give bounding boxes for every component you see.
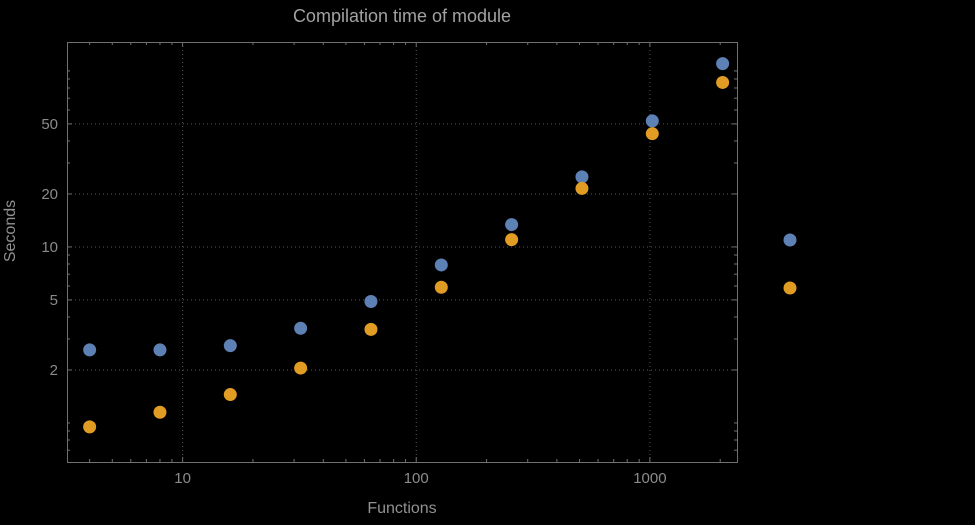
- data-point-series-2-orange: [294, 361, 308, 375]
- chart-title: Compilation time of module: [292, 6, 512, 26]
- data-point-series-2-orange: [153, 405, 167, 419]
- y-tick-label: 10: [41, 239, 58, 256]
- data-point-series-2-orange: [83, 420, 97, 434]
- data-point-series-2-orange: [645, 127, 659, 141]
- x-tick-label: 1000: [633, 470, 666, 487]
- legend-marker-1: [783, 233, 797, 247]
- data-point-series-1-blue: [83, 343, 97, 357]
- legend-marker-2: [783, 281, 797, 295]
- data-point-series-2-orange: [505, 233, 519, 247]
- data-point-series-1-blue: [716, 57, 730, 71]
- y-tick-label: 50: [41, 116, 58, 133]
- data-point-series-2-orange: [223, 388, 237, 402]
- data-point-series-1-blue: [294, 321, 308, 335]
- y-tick-label: 5: [50, 292, 58, 309]
- data-point-series-2-orange: [434, 280, 448, 294]
- data-point-series-1-blue: [505, 218, 519, 232]
- data-point-series-1-blue: [223, 339, 237, 353]
- data-point-series-2-orange: [575, 181, 589, 195]
- x-axis-label: Functions: [367, 500, 437, 517]
- data-point-series-2-orange: [364, 322, 378, 336]
- y-tick-label: 20: [41, 186, 58, 203]
- data-point-series-1-blue: [645, 114, 659, 128]
- data-point-series-1-blue: [434, 258, 448, 272]
- x-tick-label: 100: [404, 470, 429, 487]
- x-tick-label: 10: [174, 470, 191, 487]
- data-point-series-1-blue: [575, 170, 589, 184]
- data-point-series-1-blue: [364, 294, 378, 308]
- data-point-series-2-orange: [716, 75, 730, 89]
- data-point-series-1-blue: [153, 343, 167, 357]
- plot-frame: [67, 42, 738, 463]
- y-tick-label: 2: [50, 362, 58, 379]
